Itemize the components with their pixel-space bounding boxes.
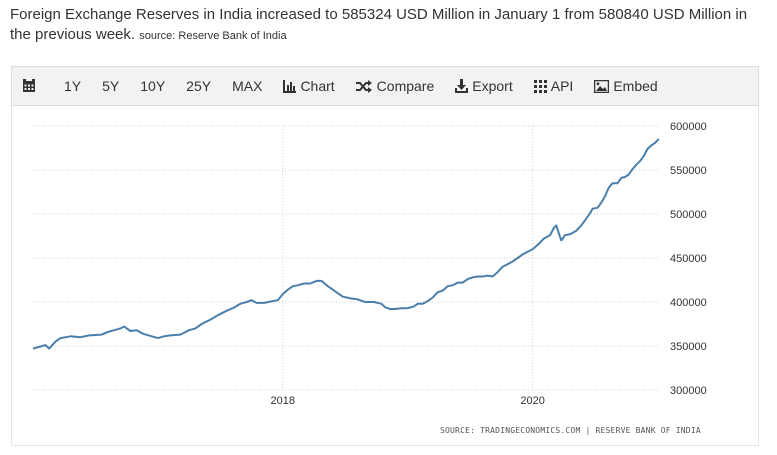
grid-icon xyxy=(533,79,547,93)
image-icon xyxy=(594,79,610,93)
api-button-label: API xyxy=(550,78,574,94)
calendar-icon xyxy=(23,79,35,92)
compare-button-label: Compare xyxy=(376,78,435,94)
y-tick-label: 450000 xyxy=(670,253,707,265)
headline-text: Foreign Exchange Reserves in India incre… xyxy=(10,6,748,43)
shuffle-icon xyxy=(355,79,372,93)
footer-source: SOURCE: TRADINGECONOMICS.COM | RESERVE B… xyxy=(440,426,701,435)
chart-toolbar: 1Y 5Y 10Y 25Y MAX Chart Compare Expor xyxy=(11,66,759,106)
y-tick-label: 400000 xyxy=(670,297,707,309)
chart-button[interactable]: Chart xyxy=(283,78,335,94)
export-button-label: Export xyxy=(472,78,513,94)
x-tick-label: 2020 xyxy=(520,395,544,407)
y-tick-label: 600000 xyxy=(670,121,707,133)
bar-chart-icon xyxy=(283,79,297,93)
range-10y-button[interactable]: 10Y xyxy=(140,78,166,94)
api-button[interactable]: API xyxy=(533,78,574,94)
range-5y-button[interactable]: 5Y xyxy=(102,78,120,94)
embed-button[interactable]: Embed xyxy=(594,78,658,94)
download-icon xyxy=(455,79,469,93)
y-tick-label: 500000 xyxy=(670,209,707,221)
embed-button-label: Embed xyxy=(613,78,658,94)
x-tick-label: 2018 xyxy=(271,395,295,407)
y-tick-label: 300000 xyxy=(670,385,707,397)
chart-headline: Foreign Exchange Reserves in India incre… xyxy=(10,5,770,46)
range-max-button[interactable]: MAX xyxy=(232,78,263,94)
line-chart: 300000 350000 400000 450000 500000 550000 6000… xyxy=(32,121,707,407)
export-button[interactable]: Export xyxy=(455,78,513,94)
chart-container: 300000 350000 400000 450000 500000 550000 6000… xyxy=(11,106,759,446)
chart-button-label: Chart xyxy=(300,78,335,94)
y-tick-label: 550000 xyxy=(670,165,707,177)
compare-button[interactable]: Compare xyxy=(355,78,435,94)
range-25y-button[interactable]: 25Y xyxy=(186,78,212,94)
calendar-button[interactable] xyxy=(22,79,40,93)
headline-source: source: Reserve Bank of India xyxy=(139,30,287,42)
series-line xyxy=(32,138,660,350)
y-tick-label: 350000 xyxy=(670,341,707,353)
range-1y-button[interactable]: 1Y xyxy=(64,78,82,94)
